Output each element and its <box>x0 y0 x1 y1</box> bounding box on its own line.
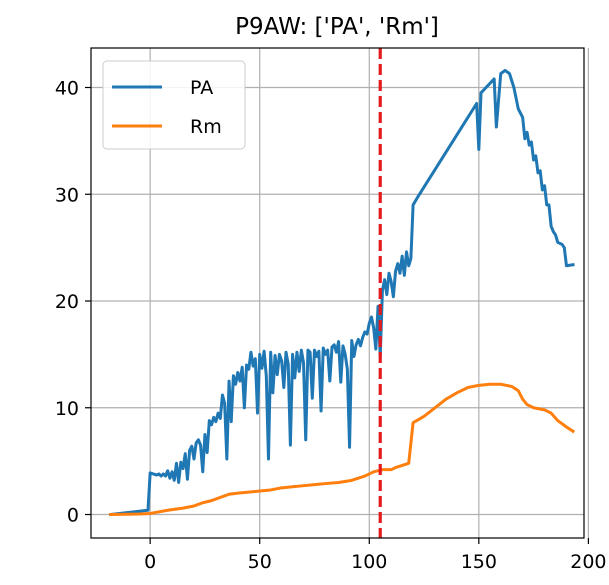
y-tick-label: 40 <box>55 77 79 99</box>
legend: PA Rm <box>102 60 246 150</box>
y-tick-label: 0 <box>67 505 79 527</box>
x-tick-label: 150 <box>461 551 497 573</box>
chart-title: P9AW: ['PA', 'Rm'] <box>235 14 439 40</box>
legend-box <box>102 60 246 150</box>
legend-label-pa: PA <box>190 77 213 99</box>
legend-label-rm: Rm <box>190 116 222 138</box>
plot-frame <box>90 47 585 539</box>
series-lines <box>109 68 576 517</box>
x-tick-label: 100 <box>351 551 387 573</box>
axes-ticks: 0 50 100 150 200 0 10 20 30 40 <box>55 77 607 573</box>
series-line-pa <box>109 68 575 517</box>
x-tick-label: 0 <box>144 551 156 573</box>
y-tick-label: 20 <box>55 291 79 313</box>
grid <box>91 48 589 538</box>
series-line-rm <box>109 382 576 517</box>
y-tick-label: 10 <box>55 398 79 420</box>
x-tick-label: 50 <box>248 551 272 573</box>
y-tick-label: 30 <box>55 184 79 206</box>
x-tick-label: 200 <box>570 551 606 573</box>
